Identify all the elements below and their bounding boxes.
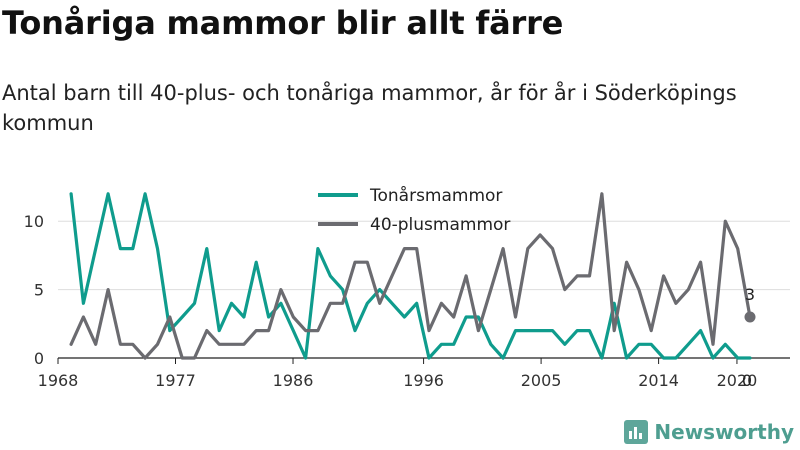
x-tick-label: 1968 — [38, 371, 79, 390]
series-line-forty-plus-mothers — [69, 192, 752, 360]
x-tick-label: 1996 — [403, 371, 444, 390]
end-value-label: 0 — [742, 371, 752, 390]
brand: Newsworthy — [624, 420, 794, 444]
end-point-marker — [744, 311, 756, 323]
x-tick-label: 2020 — [717, 371, 758, 390]
y-tick-label: 0 — [34, 349, 44, 368]
legend: Tonårsmammor 40-plusmammor — [318, 185, 510, 235]
y-tick-label: 10 — [24, 212, 44, 231]
series-lines — [69, 192, 756, 360]
y-tick-label: 5 — [34, 281, 44, 300]
axes: 0 5 10 1968 1977 1986 1996 2005 2014 2020 — [24, 212, 790, 390]
legend-label: 40-plusmammor — [370, 215, 510, 235]
end-labels: 03 — [742, 285, 755, 390]
brand-name: Newsworthy — [654, 420, 794, 444]
series-line-teen-mothers — [69, 192, 752, 360]
x-tick-label: 1977 — [155, 371, 196, 390]
chart-subtitle: Antal barn till 40-plus- och tonåriga ma… — [2, 81, 737, 135]
legend-label: Tonårsmammor — [369, 185, 502, 206]
end-value-label: 3 — [745, 285, 755, 304]
x-tick-label: 2005 — [521, 371, 562, 390]
x-tick-label: 2014 — [638, 371, 679, 390]
bar-chart-logo-icon — [624, 420, 649, 444]
x-tick-label: 1986 — [273, 371, 314, 390]
chart-title: Tonåriga mammor blir allt färre — [2, 4, 564, 42]
